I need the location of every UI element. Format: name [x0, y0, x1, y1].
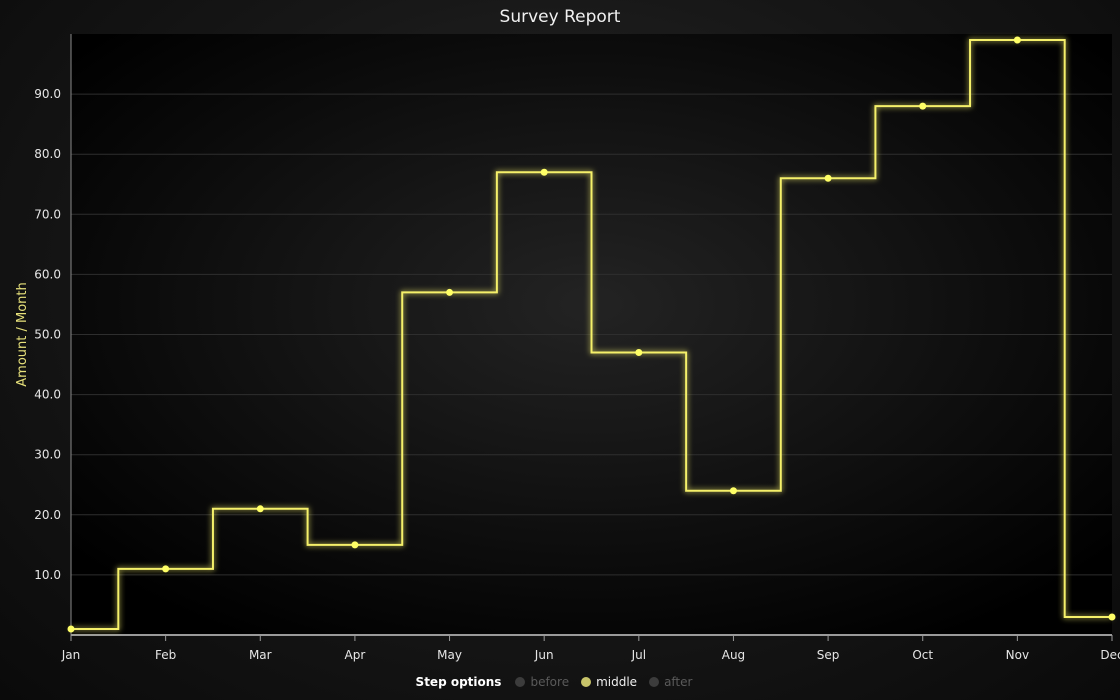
y-tick-label: 90.0 [34, 87, 61, 101]
x-tick-label: Jul [631, 648, 646, 662]
data-point[interactable] [162, 565, 170, 573]
y-tick-label: 10.0 [34, 568, 61, 582]
x-tick-label: Nov [1006, 648, 1029, 662]
x-tick-label: Sep [817, 648, 840, 662]
y-tick-label: 20.0 [34, 508, 61, 522]
step-line [71, 39, 1112, 630]
data-point[interactable] [446, 288, 454, 296]
data-point[interactable] [256, 505, 264, 513]
legend-label: after [664, 675, 693, 689]
x-tick-label: Feb [155, 648, 176, 662]
series-step-line [71, 39, 1112, 630]
legend-title: Step options [415, 675, 502, 689]
y-axis-title: Amount / Month [15, 282, 30, 386]
data-point[interactable] [729, 487, 737, 495]
x-tick-label: Jan [61, 648, 81, 662]
legend-label: before [530, 675, 570, 689]
y-tick-labels: 10.0 20.0 30.0 40.0 50.0 60.0 70.0 80.0 90.0 [34, 87, 61, 582]
radio-dot-icon [515, 677, 526, 687]
legend-item-middle[interactable]: middle [581, 675, 637, 689]
x-tick-label: Jun [534, 648, 554, 662]
x-tick-label: Mar [249, 648, 272, 662]
legend-item-after[interactable]: after [649, 675, 692, 689]
y-tick-label: 70.0 [34, 207, 61, 221]
data-point[interactable] [1108, 613, 1116, 621]
x-tick-label: Apr [345, 648, 366, 662]
x-tick-label: Dec [1100, 648, 1120, 662]
legend-label: middle [596, 675, 638, 689]
y-tick-label: 80.0 [34, 147, 61, 161]
legend-item-before[interactable]: before [515, 675, 569, 689]
axes [70, 34, 1113, 641]
data-point[interactable] [540, 168, 548, 176]
y-tick-label: 60.0 [34, 267, 61, 281]
y-tick-label: 50.0 [34, 328, 61, 342]
x-tick-label: Oct [912, 648, 933, 662]
x-tick-label: May [437, 648, 462, 662]
radio-dot-icon [649, 677, 660, 687]
x-tick-label: Aug [722, 648, 745, 662]
data-point[interactable] [635, 349, 643, 357]
chart-title: Survey Report [499, 7, 621, 27]
data-points [67, 36, 1116, 633]
data-point[interactable] [824, 174, 832, 182]
data-point[interactable] [1013, 36, 1021, 44]
y-tick-label: 40.0 [34, 388, 61, 402]
data-point[interactable] [67, 625, 75, 633]
y-tick-label: 30.0 [34, 448, 61, 462]
data-point[interactable] [919, 102, 927, 110]
data-point[interactable] [351, 541, 359, 549]
radio-dot-icon [581, 677, 592, 687]
x-tick-labels: Jan Feb Mar Apr May Jun Jul Aug Sep Oct Nov Dec [61, 648, 1120, 662]
step-chart: 10.0 20.0 30.0 40.0 50.0 60.0 70.0 80.0 90.0 Jan… [15, 34, 1120, 662]
legend: Step options before middle after [0, 675, 1120, 689]
